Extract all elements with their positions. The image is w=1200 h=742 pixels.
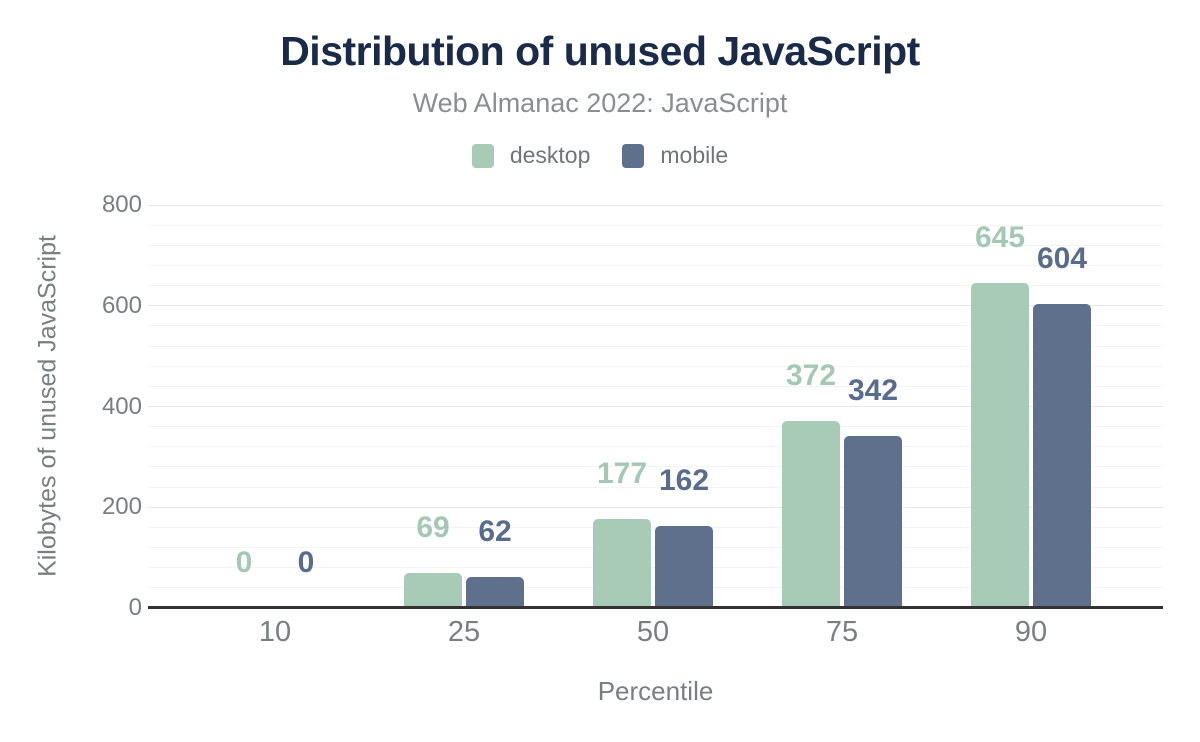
x-tick-75: 75: [825, 616, 859, 648]
minor-gridline-280: [148, 466, 1163, 468]
bar-mobile-p25: [466, 576, 524, 608]
bar-label-desktop-p75: 372: [785, 358, 837, 392]
bar-label-mobile-p90: 604: [1036, 241, 1088, 275]
legend-item-desktop: desktop: [471, 142, 591, 169]
bar-label-mobile-p50: 162: [658, 464, 710, 498]
minor-gridline-480: [148, 365, 1163, 367]
legend-label-desktop: desktop: [509, 142, 591, 168]
minor-gridline-680: [148, 264, 1163, 266]
bar-desktop-p75: [782, 420, 840, 608]
chart-subtitle: Web Almanac 2022: JavaScript: [412, 88, 788, 118]
major-gridline-800: [148, 204, 1163, 206]
y-tick-800: 800: [101, 191, 142, 218]
major-gridline-200: [148, 506, 1163, 508]
bar-label-desktop-p50: 177: [596, 456, 648, 490]
bar-mobile-p50: [655, 526, 713, 608]
legend: desktop mobile: [0, 142, 1200, 169]
y-tick-200: 200: [101, 493, 142, 521]
bar-mobile-p90: [1033, 303, 1091, 608]
minor-gridline-360: [148, 426, 1163, 428]
x-tick-50: 50: [636, 616, 670, 648]
x-tick-25: 25: [447, 616, 481, 648]
minor-gridline-320: [148, 446, 1163, 448]
y-tick-600: 600: [101, 291, 142, 319]
y-tick-400: 400: [101, 392, 142, 420]
minor-gridline-440: [148, 385, 1163, 387]
bar-mobile-p75: [844, 435, 902, 608]
major-gridline-600: [148, 305, 1163, 307]
x-axis-line: [148, 606, 1163, 609]
bar-label-mobile-p75: 342: [847, 373, 899, 407]
bar-desktop-p90: [971, 283, 1029, 608]
bar-desktop-p50: [593, 518, 651, 608]
y-axis-title: Kilobytes of unused JavaScript: [33, 235, 62, 577]
chart-title: Distribution of unused JavaScript: [280, 28, 920, 74]
legend-label-mobile: mobile: [660, 142, 729, 168]
y-tick-0: 0: [128, 594, 142, 621]
minor-gridline-560: [148, 325, 1163, 327]
minor-gridline-520: [148, 345, 1163, 347]
x-tick-90: 90: [1014, 616, 1048, 648]
plot-area: 0 69 177 372 645 0 62 162 342 604: [148, 204, 1163, 609]
legend-item-mobile: mobile: [622, 142, 728, 169]
bar-label-desktop-p10: 0: [235, 546, 253, 579]
bar-label-mobile-p25: 62: [478, 514, 512, 548]
major-gridline-400: [148, 406, 1163, 407]
bar-desktop-p25: [404, 573, 462, 608]
bar-label-desktop-p90: 645: [974, 221, 1026, 255]
minor-gridline-240: [148, 486, 1163, 488]
minor-gridline-760: [148, 224, 1163, 226]
bar-label-mobile-p10: 0: [297, 546, 315, 579]
minor-gridline-720: [148, 244, 1163, 246]
x-axis-title: Percentile: [597, 676, 714, 706]
minor-gridline-640: [148, 285, 1163, 287]
legend-swatch-desktop: [471, 143, 494, 168]
x-tick-10: 10: [258, 616, 292, 648]
legend-swatch-mobile: [622, 143, 645, 168]
bar-label-desktop-p25: 69: [416, 511, 450, 545]
